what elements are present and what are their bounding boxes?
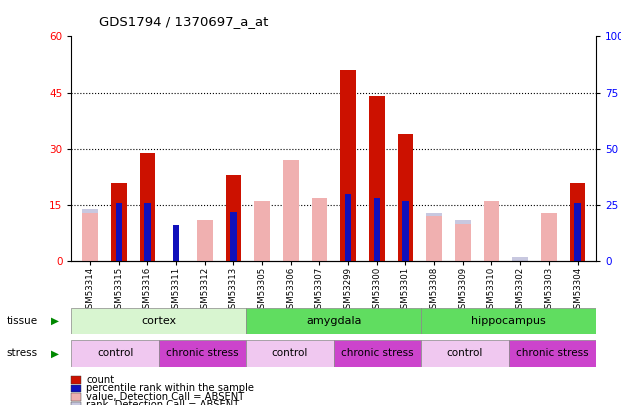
Text: count: count	[86, 375, 114, 385]
Bar	[541, 213, 557, 261]
Bar	[421, 308, 596, 334]
Bar	[345, 194, 351, 261]
Text: control: control	[446, 348, 483, 358]
Text: amygdala: amygdala	[306, 316, 361, 326]
Bar	[402, 200, 409, 261]
Bar	[82, 209, 98, 261]
Bar	[82, 213, 98, 261]
Bar	[71, 340, 159, 367]
Text: chronic stress: chronic stress	[516, 348, 589, 358]
Text: chronic stress: chronic stress	[341, 348, 414, 358]
Text: ▶: ▶	[51, 348, 58, 358]
Bar	[484, 205, 499, 261]
Text: rank, Detection Call = ABSENT: rank, Detection Call = ABSENT	[86, 401, 240, 405]
Bar	[111, 183, 127, 261]
Bar	[197, 220, 212, 261]
Text: GDS1794 / 1370697_a_at: GDS1794 / 1370697_a_at	[99, 15, 269, 28]
Bar	[512, 258, 528, 261]
Bar	[455, 220, 471, 261]
Bar	[509, 340, 596, 367]
Text: stress: stress	[6, 348, 37, 358]
Bar	[574, 203, 581, 261]
Text: control: control	[97, 348, 134, 358]
Bar	[340, 70, 356, 261]
Bar	[144, 203, 150, 261]
Bar	[254, 201, 270, 261]
Text: value, Detection Call = ABSENT: value, Detection Call = ABSENT	[86, 392, 245, 402]
Bar	[312, 198, 327, 261]
Bar	[71, 308, 247, 334]
Bar	[374, 198, 380, 261]
Bar	[197, 220, 212, 261]
Bar	[334, 340, 421, 367]
Bar	[225, 175, 242, 261]
Bar	[369, 96, 384, 261]
Bar	[247, 340, 334, 367]
Text: percentile rank within the sample: percentile rank within the sample	[86, 384, 255, 393]
Bar	[173, 225, 179, 261]
Text: cortex: cortex	[142, 316, 176, 326]
Bar	[397, 134, 414, 261]
Bar	[283, 160, 299, 261]
Bar	[484, 201, 499, 261]
Text: control: control	[272, 348, 308, 358]
Text: tissue: tissue	[6, 316, 37, 326]
Bar	[116, 203, 122, 261]
Bar	[247, 308, 421, 334]
Bar	[421, 340, 509, 367]
Bar	[230, 212, 237, 261]
Bar	[455, 224, 471, 261]
Text: ▶: ▶	[51, 316, 58, 326]
Bar	[426, 213, 442, 261]
Bar	[140, 153, 155, 261]
Bar	[541, 213, 557, 261]
Text: hippocampus: hippocampus	[471, 316, 546, 326]
Text: chronic stress: chronic stress	[166, 348, 239, 358]
Bar	[159, 340, 247, 367]
Bar	[426, 216, 442, 261]
Bar	[569, 183, 586, 261]
Bar	[254, 216, 270, 261]
